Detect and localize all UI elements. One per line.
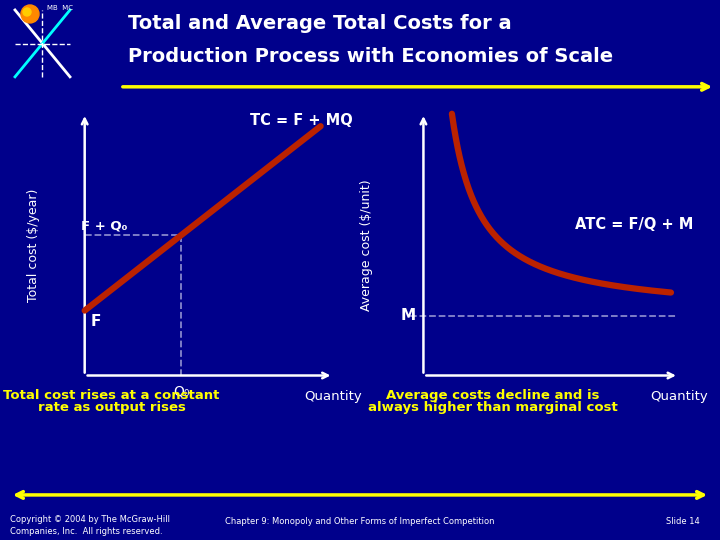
Text: always higher than marginal cost: always higher than marginal cost <box>369 401 618 415</box>
Text: Copyright © 2004 by The McGraw-Hill
Companies, Inc.  All rights reserved.: Copyright © 2004 by The McGraw-Hill Comp… <box>10 515 170 536</box>
Circle shape <box>23 8 31 16</box>
Text: rate as output rises: rate as output rises <box>37 401 186 415</box>
Text: Average cost ($/unit): Average cost ($/unit) <box>359 180 373 312</box>
Text: Quantity: Quantity <box>305 390 362 403</box>
Text: F: F <box>91 314 102 329</box>
Text: Slide 14: Slide 14 <box>666 517 700 526</box>
Text: Q₀: Q₀ <box>173 384 189 398</box>
Text: Total cost ($/year): Total cost ($/year) <box>27 189 40 302</box>
Text: Total cost rises at a constant: Total cost rises at a constant <box>4 388 220 402</box>
Text: M: M <box>400 308 415 323</box>
Text: TC = F + MQ: TC = F + MQ <box>250 113 352 129</box>
Text: Quantity: Quantity <box>650 390 708 403</box>
Text: F + Q₀: F + Q₀ <box>81 220 127 233</box>
Circle shape <box>21 5 39 23</box>
Text: ATC = F/Q + M: ATC = F/Q + M <box>575 218 693 232</box>
Text: MB  MC: MB MC <box>47 5 73 11</box>
Text: Average costs decline and is: Average costs decline and is <box>387 388 600 402</box>
Text: Chapter 9: Monopoly and Other Forms of Imperfect Competition: Chapter 9: Monopoly and Other Forms of I… <box>225 517 495 526</box>
Text: Production Process with Economies of Scale: Production Process with Economies of Sca… <box>128 48 613 66</box>
Text: Total and Average Total Costs for a: Total and Average Total Costs for a <box>128 15 512 33</box>
